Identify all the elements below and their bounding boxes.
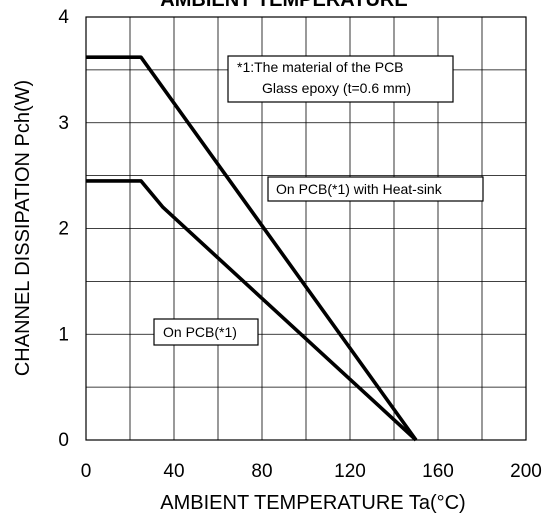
x-tick-label: 40 bbox=[163, 461, 184, 482]
y-axis-ticks: 0 1 2 3 4 bbox=[58, 7, 69, 451]
chart-title: AMBIENT TEMPERATURE bbox=[160, 0, 407, 11]
series-label-heat-sink-text: On PCB(*1) with Heat-sink bbox=[276, 181, 443, 197]
y-tick-label: 0 bbox=[58, 430, 69, 451]
footnote-box bbox=[227, 55, 454, 103]
y-tick-label: 4 bbox=[58, 7, 69, 28]
series-line-pcb bbox=[86, 179, 418, 442]
x-axis-ticks: 0 40 80 120 160 200 bbox=[81, 461, 542, 482]
x-tick-label: 200 bbox=[510, 461, 542, 482]
footnote-line-2: Glass epoxy (t=0.6 mm) bbox=[262, 80, 411, 96]
series-label-pcb: On PCB(*1) bbox=[153, 318, 259, 346]
series-line-heat-sink bbox=[86, 55, 418, 442]
x-tick-label: 120 bbox=[334, 461, 366, 482]
series-label-pcb-text: On PCB(*1) bbox=[163, 324, 237, 340]
x-axis-title: AMBIENT TEMPERATURE Ta(°C) bbox=[160, 492, 465, 514]
y-axis-title: CHANNEL DISSIPATION Pch(W) bbox=[12, 80, 34, 376]
footnote-annotation: *1:The material of the PCB Glass epoxy (… bbox=[227, 55, 454, 103]
y-tick-label: 1 bbox=[58, 324, 69, 345]
footnote-line-1: *1:The material of the PCB bbox=[237, 59, 404, 75]
series-label-heat-sink: On PCB(*1) with Heat-sink bbox=[267, 176, 484, 202]
plot-frame bbox=[85, 16, 527, 441]
series-lines bbox=[86, 55, 418, 442]
x-tick-label: 0 bbox=[81, 461, 92, 482]
y-tick-label: 2 bbox=[58, 219, 69, 240]
y-tick-label: 3 bbox=[58, 113, 69, 134]
x-tick-label: 80 bbox=[251, 461, 272, 482]
x-tick-label: 160 bbox=[422, 461, 454, 482]
